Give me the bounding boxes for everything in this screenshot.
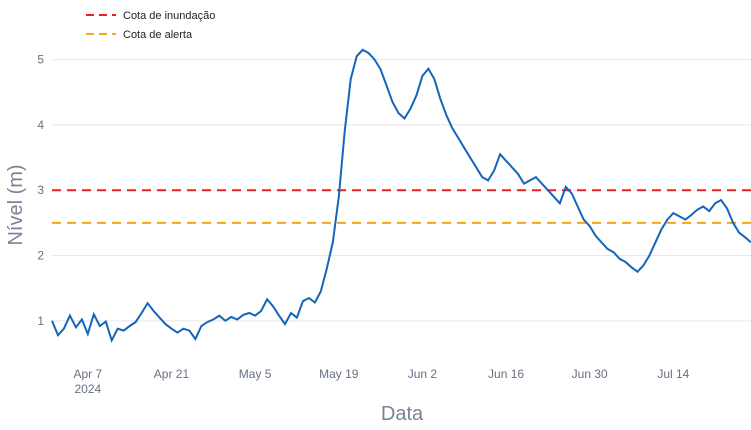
legend-label: Cota de inundação — [123, 10, 215, 22]
legend-label: Cota de alerta — [123, 29, 193, 41]
x-tick-label: Jul 14 — [657, 367, 689, 381]
x-axis-title: Data — [381, 403, 424, 425]
y-tick-label: 5 — [37, 53, 44, 67]
x-tick-label: Apr 21 — [154, 367, 190, 381]
series-line — [51, 48, 751, 344]
y-tick-label: 1 — [37, 314, 44, 328]
x-tick-label: Jun 2 — [408, 367, 438, 381]
y-axis-title: Nível (m) — [5, 164, 27, 245]
legend: Cota de inundação Cota de alerta — [86, 10, 215, 41]
x-tick-sublabel: 2024 — [74, 382, 101, 396]
y-tick-label: 4 — [37, 118, 44, 132]
x-tick-label: Jun 30 — [572, 367, 608, 381]
x-tick-label: May 5 — [239, 367, 272, 381]
y-tick-labels: 1 2 3 4 5 — [37, 53, 44, 328]
x-tick-label: Apr 7 — [74, 367, 103, 381]
y-tick-label: 2 — [37, 249, 44, 263]
y-tick-label: 3 — [37, 183, 44, 197]
x-tick-label: May 19 — [319, 367, 359, 381]
x-tick-label: Jun 16 — [488, 367, 524, 381]
reference-lines — [52, 189, 751, 224]
